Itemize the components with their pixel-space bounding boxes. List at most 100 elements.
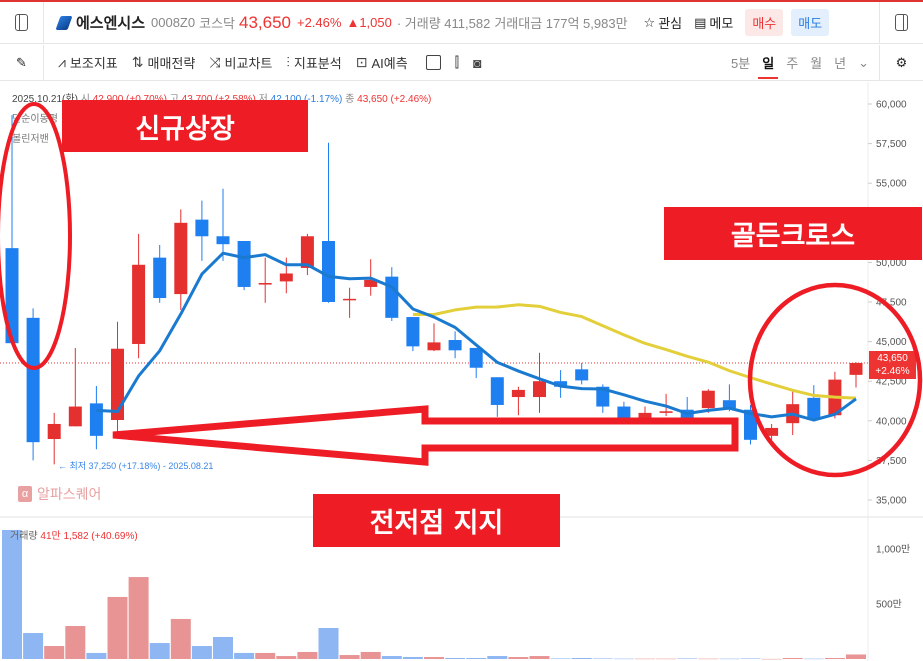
candle-body	[279, 273, 293, 282]
candle-body	[511, 389, 525, 398]
candle-body	[701, 390, 715, 409]
open-value: 42,900 (+0.70%)	[93, 94, 167, 105]
ohlc-info: 2025.10.21(화) 시 42,900 (+0.70%) 고 43,700…	[12, 90, 431, 105]
indicator-icon: ⩘	[58, 54, 66, 70]
ai-button[interactable]: ⊡ AI예측	[356, 53, 408, 72]
volume-value: 41만 1,582 (+40.69%)	[40, 531, 138, 542]
candle-body	[153, 257, 167, 299]
low-marker: ← 최저 37,250 (+17.18%) - 2025.08.21	[58, 461, 214, 471]
compare-button[interactable]: ⤨ 비교차트	[209, 53, 272, 72]
trade-amount: 거래대금 177억 5,983만	[494, 16, 628, 31]
strategy-button[interactable]: ⇅ 매매전략	[132, 53, 196, 72]
golden-cross-label: 골든크로스	[664, 207, 922, 260]
ai-label: AI예측	[371, 56, 408, 71]
volume-bar	[846, 654, 866, 659]
low-label: 저	[259, 94, 268, 105]
price-tick-label: 47,500	[876, 298, 907, 309]
price-chart[interactable]: 60,00057,50055,00052,50050,00047,50045,0…	[0, 82, 923, 661]
compare-label: 비교차트	[224, 56, 273, 71]
left-panel-toggle[interactable]	[0, 1, 44, 44]
right-panel-toggle[interactable]	[879, 1, 923, 44]
watermark: α 알파스퀘어	[18, 484, 101, 504]
volume-bar	[445, 658, 466, 659]
watch-label: 관심	[658, 16, 683, 31]
price-tick-label: 55,000	[876, 179, 907, 190]
high-label: 고	[170, 94, 179, 105]
volume-bar	[592, 658, 613, 659]
tag-price: 43,650	[877, 353, 908, 364]
candle-body	[406, 317, 420, 347]
indicator-button[interactable]: ⩘ 보조지표	[58, 53, 118, 72]
volume-bar	[698, 658, 719, 660]
candle-body	[5, 248, 19, 344]
candle-body	[722, 400, 736, 409]
analysis-button[interactable]: ⫶ 지표분석	[286, 53, 341, 72]
open-label: 시	[81, 94, 90, 105]
shuffle-icon: ⤨	[209, 54, 221, 70]
period-day[interactable]: 일	[758, 53, 779, 79]
volume-bar	[635, 658, 655, 660]
stock-header: 에스엔시스 0008Z0 코스닥 43,650 +2.46% ▲1,050 · …	[0, 1, 923, 44]
volume-bar	[297, 651, 318, 659]
volume-bar	[23, 633, 44, 659]
volume-bar	[381, 656, 402, 659]
current-price: 43,650	[239, 12, 291, 32]
period-year[interactable]: 년	[834, 56, 847, 71]
volume-bar	[571, 658, 592, 659]
star-icon: ☆	[643, 14, 656, 30]
period-month[interactable]: 월	[810, 56, 823, 71]
candle-body	[427, 342, 441, 351]
volume-bar	[613, 658, 634, 660]
watch-button[interactable]: ☆ 관심	[644, 13, 683, 32]
volume: · 거래량 411,582	[396, 16, 491, 31]
screenshot-button[interactable]: ◙	[473, 55, 481, 71]
volume-bar	[508, 657, 529, 659]
candle-icon: ⫿	[454, 54, 460, 70]
analysis-label: 지표분석	[293, 56, 342, 71]
volume-legend: 거래량 41만 1,582 (+40.69%)	[10, 527, 138, 542]
memo-button[interactable]: ▤ 메모	[694, 13, 733, 32]
candle-body	[638, 412, 652, 420]
draw-button[interactable]: ✎	[0, 44, 44, 81]
volume-bar	[234, 652, 255, 659]
info-date: 2025.10.21(화)	[12, 94, 78, 105]
volume-label: 거래량	[10, 531, 38, 542]
candle-body	[237, 241, 251, 287]
volume-bar	[719, 658, 740, 660]
bb-legend[interactable]: 볼린저밴	[12, 134, 49, 145]
volume-bar	[656, 658, 677, 660]
volume-bar	[824, 658, 845, 659]
sell-button[interactable]: 매도	[791, 9, 830, 36]
candle-body	[659, 411, 673, 413]
volume-bar	[803, 658, 824, 660]
volume-bar	[402, 657, 423, 659]
chart-type-button[interactable]: ⫿	[455, 54, 459, 71]
volume-bar	[360, 651, 381, 659]
stock-code: 0008Z0	[151, 15, 196, 30]
chevron-down-icon[interactable]: ⌄	[858, 54, 869, 70]
volume-bar	[550, 658, 571, 659]
settings-button[interactable]: ⚙	[879, 44, 923, 81]
panel-icon	[895, 14, 908, 31]
alpha-logo-icon: α	[18, 486, 32, 502]
updown-icon: ⇅	[131, 54, 144, 70]
ma-legend[interactable]: 단순이동평	[12, 114, 58, 125]
layout-button[interactable]	[425, 55, 441, 70]
period-5min[interactable]: 5분	[731, 56, 751, 71]
volume-bar	[2, 529, 22, 659]
price-tick-label: 37,500	[876, 456, 907, 467]
candle-body	[68, 406, 82, 427]
tag-pct: +2.46%	[875, 366, 910, 377]
volume-bar	[255, 652, 276, 659]
candle-body	[554, 381, 568, 387]
buy-button[interactable]: 매수	[745, 9, 784, 36]
new-listing-label: 신규상장	[62, 100, 308, 152]
company-logo	[55, 15, 73, 30]
candle-body	[807, 397, 821, 421]
volume-bar	[339, 655, 360, 659]
volume-bar	[170, 618, 191, 659]
candle-body	[216, 236, 230, 245]
change-amount: ▲1,050	[346, 15, 392, 30]
period-week[interactable]: 주	[786, 56, 799, 71]
stock-name[interactable]: 에스엔시스	[76, 15, 146, 32]
